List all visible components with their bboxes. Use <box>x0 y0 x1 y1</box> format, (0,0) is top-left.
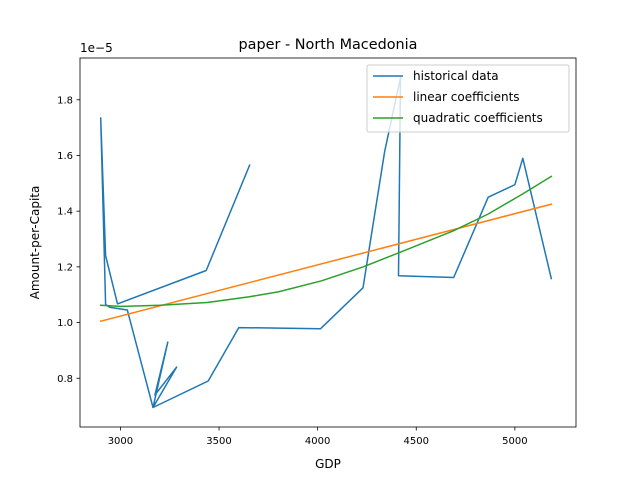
x-tick-label: 4500 <box>404 436 429 447</box>
y-tick-label: 1.2 <box>57 262 73 273</box>
y-axis-offset-label: 1e−5 <box>80 41 113 55</box>
y-tick-label: 1.8 <box>57 95 73 106</box>
legend-label-1: linear coefficients <box>413 90 520 104</box>
x-axis: 3000 3500 4000 4500 5000 <box>108 427 528 447</box>
y-tick-label: 0.8 <box>57 374 73 385</box>
y-axis-label: Amount-per-Capita <box>28 186 42 300</box>
x-axis-label: GDP <box>315 457 341 471</box>
y-tick-label: 1.6 <box>57 151 73 162</box>
series-line-0 <box>99 76 553 409</box>
x-tick-label: 3500 <box>206 436 231 447</box>
legend-box <box>366 64 570 133</box>
x-tick-label: 4000 <box>305 436 330 447</box>
series-layer <box>99 76 553 409</box>
y-axis: 0.8 1.0 1.2 1.4 1.6 1.8 <box>57 95 80 385</box>
legend-label-2: quadratic coefficients <box>413 111 543 125</box>
series-line-2 <box>99 175 553 308</box>
x-tick-label: 5000 <box>502 436 527 447</box>
y-tick-label: 1.0 <box>57 318 73 329</box>
legend: historical data linear coefficients quadra… <box>366 64 570 133</box>
chart-title: paper - North Macedonia <box>239 37 418 53</box>
y-tick-label: 1.4 <box>57 207 73 218</box>
plot-frame <box>79 57 577 428</box>
x-tick-label: 3000 <box>108 436 133 447</box>
legend-label-0: historical data <box>413 69 499 83</box>
series-line-1 <box>99 203 553 323</box>
